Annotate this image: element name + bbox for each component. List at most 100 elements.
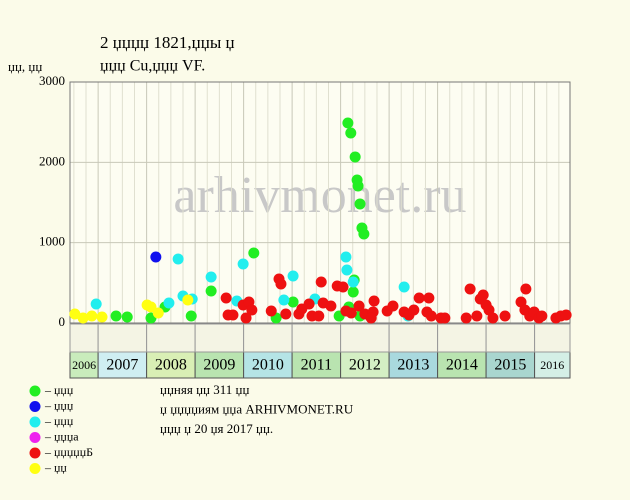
y-tick-label: 0 xyxy=(59,314,66,329)
point xyxy=(172,253,184,265)
x-tick-label: 2014 xyxy=(446,357,478,374)
y-tick-label: 1000 xyxy=(39,234,65,249)
legend-marker xyxy=(29,447,41,459)
point xyxy=(220,292,232,304)
point xyxy=(185,310,197,322)
x-tick-label: 2009 xyxy=(203,357,235,374)
point xyxy=(315,276,327,288)
point xyxy=(487,312,499,324)
point xyxy=(265,305,277,317)
point xyxy=(152,307,164,319)
point xyxy=(520,283,532,295)
legend-label: – џџџџџБ xyxy=(44,445,93,459)
legend-marker xyxy=(29,432,41,443)
point xyxy=(69,308,81,320)
point xyxy=(499,310,511,322)
x-tick-label: 2008 xyxy=(155,357,187,374)
point xyxy=(163,297,175,309)
point xyxy=(460,312,472,324)
period-band xyxy=(291,323,342,353)
point xyxy=(240,312,252,324)
legend-marker xyxy=(29,416,41,428)
year-band xyxy=(146,351,196,379)
legend-label: – џџџа xyxy=(44,429,79,443)
chart-subtitle: џџџ Cu,џџџ VF. xyxy=(100,58,205,75)
point xyxy=(205,271,217,283)
period-band xyxy=(534,323,571,353)
plot-frame xyxy=(69,81,571,324)
x-tick-label: 2007 xyxy=(106,357,138,374)
point xyxy=(96,311,108,323)
point xyxy=(280,308,292,320)
y-axis-label: џџ, џџ xyxy=(8,59,42,74)
period-band xyxy=(388,323,439,353)
period-band xyxy=(340,323,390,353)
chart-title: 2 џџџџ 1821,џџы џ xyxy=(100,33,235,52)
point xyxy=(536,310,548,322)
x-tick-label: 2013 xyxy=(397,357,429,374)
point xyxy=(325,300,337,312)
x-tick-label: 2015 xyxy=(494,357,526,374)
period-band xyxy=(146,323,196,353)
point xyxy=(464,283,476,295)
period-band xyxy=(485,323,536,353)
x-tick-label: 2011 xyxy=(301,357,332,374)
year-band xyxy=(485,351,536,379)
point xyxy=(182,294,194,306)
point xyxy=(227,309,239,321)
point xyxy=(287,270,299,282)
point xyxy=(145,301,157,313)
point xyxy=(110,310,122,322)
point xyxy=(425,310,437,322)
x-tick-label: 2006 xyxy=(72,358,96,372)
year-band xyxy=(291,351,342,379)
period-band xyxy=(69,323,99,353)
legend-marker xyxy=(29,463,41,474)
y-tick-label: 2000 xyxy=(39,153,65,168)
period-band xyxy=(97,323,148,353)
point xyxy=(205,285,217,297)
point xyxy=(77,312,89,324)
point xyxy=(347,286,359,298)
y-tick-label: 3000 xyxy=(39,73,65,88)
period-band xyxy=(243,323,293,353)
point xyxy=(365,312,377,324)
x-tick-label: 2012 xyxy=(349,357,381,374)
point xyxy=(248,247,260,259)
point xyxy=(398,281,410,293)
point xyxy=(413,292,425,304)
point xyxy=(303,298,315,310)
point xyxy=(408,304,420,316)
point xyxy=(345,127,357,139)
point xyxy=(275,278,287,290)
year-band xyxy=(534,351,571,379)
x-tick-label: 2016 xyxy=(540,358,564,372)
point xyxy=(423,292,435,304)
x-tick-label: 2010 xyxy=(252,357,284,374)
point xyxy=(345,307,357,319)
period-band xyxy=(194,323,245,353)
legend-marker xyxy=(29,385,41,397)
point xyxy=(347,276,359,288)
point xyxy=(287,296,299,308)
point xyxy=(121,311,133,323)
point xyxy=(387,300,399,312)
legend-label: – џџџ xyxy=(44,414,74,428)
period-band xyxy=(437,323,487,353)
point xyxy=(86,310,98,322)
legend-label: – џџ xyxy=(44,460,67,474)
year-band xyxy=(243,351,293,379)
note: џ џџџџиям џџа ARHIVMONET.RU xyxy=(160,401,354,416)
watermark: arhivmonet.ru xyxy=(173,167,466,224)
point xyxy=(349,151,361,163)
point xyxy=(368,295,380,307)
point xyxy=(337,281,349,293)
point xyxy=(313,310,325,322)
point xyxy=(246,304,258,316)
legend-label: – џџџ xyxy=(44,398,74,412)
note: џџняя џџ 311 џџ xyxy=(160,382,249,397)
point xyxy=(237,258,249,270)
point xyxy=(150,251,162,263)
point xyxy=(340,251,352,263)
